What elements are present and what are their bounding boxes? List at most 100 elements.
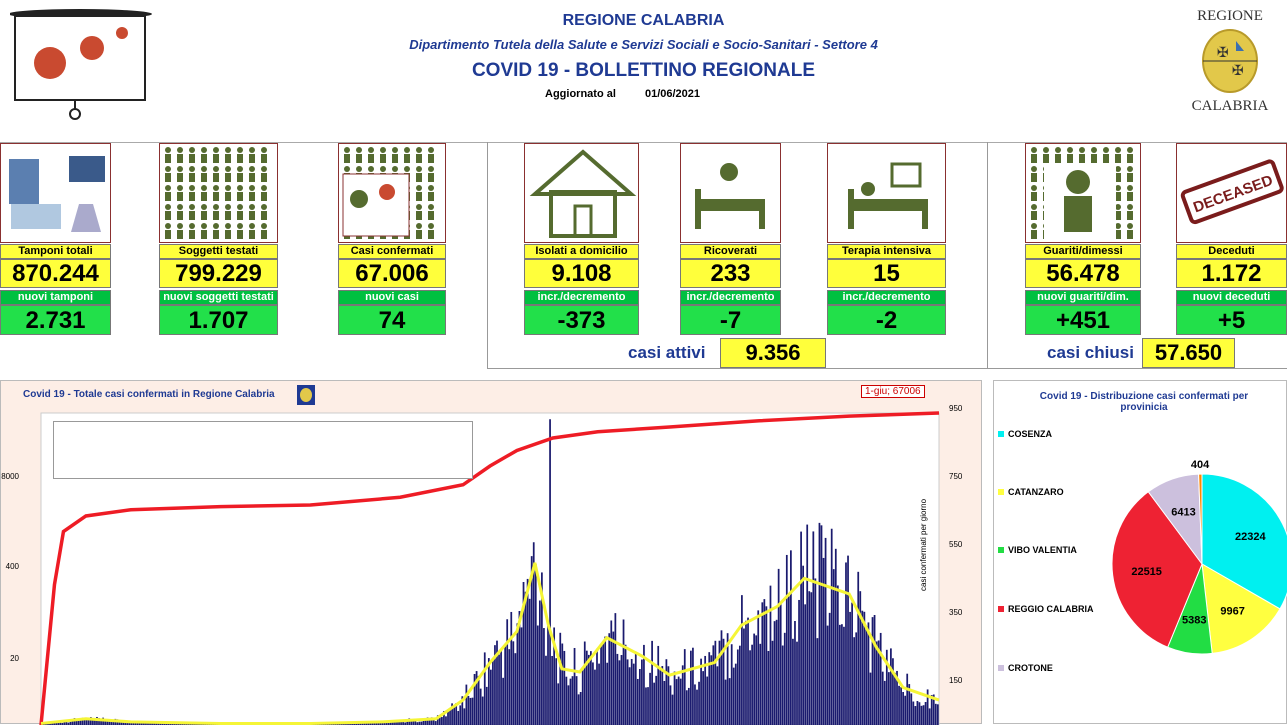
kpi-sub-value: -373 (524, 305, 639, 335)
pie-legend-swatch (998, 547, 1004, 553)
daily-case-bar (420, 721, 423, 725)
daily-case-bar (555, 658, 558, 725)
daily-case-bar (832, 569, 835, 725)
updated-date: 01/06/2021 (644, 88, 701, 100)
daily-case-bar (675, 679, 678, 725)
daily-case-bar (802, 565, 804, 725)
right-tick-label: 350 (949, 608, 963, 617)
kpi-value: 67.006 (338, 259, 446, 288)
kpi-sub-label: nuovi casi (338, 290, 446, 305)
daily-case-bar (804, 604, 807, 725)
pie-data-label: 9967 (1220, 606, 1244, 618)
daily-case-bar (667, 666, 670, 725)
kpi-sub-label: nuovi tamponi (0, 290, 111, 305)
kpi-value: 56.478 (1025, 259, 1141, 288)
daily-case-bar (398, 721, 400, 725)
daily-case-bar (614, 613, 617, 725)
daily-case-bar (612, 631, 615, 725)
group-separator-2 (987, 142, 988, 368)
daily-case-bar (900, 687, 902, 725)
daily-case-bar (600, 645, 602, 725)
daily-case-bar (638, 669, 641, 725)
daily-case-bar (914, 706, 917, 725)
daily-case-bar (610, 620, 613, 725)
region-badge-icon (297, 385, 315, 405)
left-tick-label: 20 (10, 654, 19, 663)
kpi-sub-label: nuovi guariti/dim. (1025, 290, 1141, 305)
daily-case-bar (753, 633, 756, 725)
daily-case-bar (679, 678, 682, 725)
daily-case-bar (487, 658, 490, 725)
daily-case-bar (618, 660, 621, 725)
kpi-sub-label: incr./decremento (524, 290, 639, 305)
svg-text:✠: ✠ (1217, 45, 1229, 61)
deceased-stamp-icon: DECEASED (1176, 143, 1287, 243)
svg-text:✠: ✠ (1232, 63, 1244, 79)
logo-top-text: REGIONE (1197, 8, 1263, 24)
right-tick-label: 950 (949, 404, 963, 413)
daily-case-bar (457, 710, 460, 725)
daily-case-bar (616, 653, 619, 725)
hospital-bed-icon (680, 143, 781, 243)
daily-case-bar (685, 690, 688, 725)
kpi-sub-value: -7 (680, 305, 781, 335)
pie-legend-swatch (998, 489, 1004, 495)
left-tick-label: 400 (6, 562, 20, 571)
daily-case-bar (883, 680, 886, 725)
daily-case-bar (402, 720, 404, 725)
daily-case-bar (524, 591, 527, 725)
kpi-sub-label: nuovi soggetti testati (159, 290, 278, 305)
daily-case-bar (587, 654, 590, 725)
kpi-value: 9.108 (524, 259, 639, 288)
header-divider (0, 142, 1287, 143)
daily-case-bar (932, 694, 935, 725)
daily-case-bar (483, 652, 486, 725)
daily-case-bar (596, 648, 598, 725)
pie-data-label: 6413 (1171, 506, 1195, 518)
daily-case-bar (710, 655, 713, 725)
group-separator-1 (487, 142, 488, 368)
daily-case-bar (792, 638, 794, 725)
daily-case-bar (636, 678, 639, 725)
house-icon (524, 143, 639, 243)
kpi-sub-label: nuovi deceduti (1176, 290, 1287, 305)
daily-case-bar (512, 641, 515, 725)
daily-case-bar (898, 685, 900, 725)
pie-slice (1198, 473, 1203, 565)
pie-legend-swatch (998, 606, 1004, 612)
daily-case-bar (859, 591, 862, 725)
daily-case-bar (475, 671, 478, 725)
daily-case-bar (500, 651, 502, 725)
daily-case-bar (581, 668, 584, 725)
pie-legend-swatch (998, 431, 1004, 437)
daily-case-bar (534, 564, 537, 725)
daily-case-bar (881, 671, 884, 725)
daily-case-bar (894, 672, 896, 725)
daily-case-bar (836, 585, 839, 725)
daily-case-bar (522, 582, 525, 725)
daily-case-bar (773, 621, 776, 725)
daily-case-bar (767, 650, 770, 725)
daily-case-bar (447, 711, 449, 725)
daily-case-bar (469, 697, 472, 725)
kpi-card: Ricoverati 233 incr./decremento -7 (680, 143, 781, 338)
daily-case-bar (98, 717, 100, 725)
daily-case-bar (479, 688, 482, 725)
lab-equipment-icon (0, 143, 111, 243)
people-grid-icon (159, 143, 278, 243)
daily-case-bar (853, 637, 856, 725)
daily-case-bar (383, 721, 386, 725)
daily-case-bar (559, 632, 562, 725)
daily-case-bar (924, 701, 927, 725)
daily-case-bar (492, 659, 494, 725)
daily-case-bar (412, 719, 415, 725)
daily-case-bar (769, 585, 772, 725)
daily-case-bar (465, 684, 468, 725)
daily-case-bar (892, 658, 894, 725)
pie-legend-label: CATANZARO (1008, 487, 1064, 497)
recovered-person-icon (1025, 143, 1141, 243)
daily-case-bar (690, 650, 692, 725)
daily-case-bar (434, 721, 437, 725)
pie-legend-label: REGGIO CALABRIA (1008, 604, 1094, 614)
region-title: REGIONE CALABRIA (562, 12, 725, 29)
